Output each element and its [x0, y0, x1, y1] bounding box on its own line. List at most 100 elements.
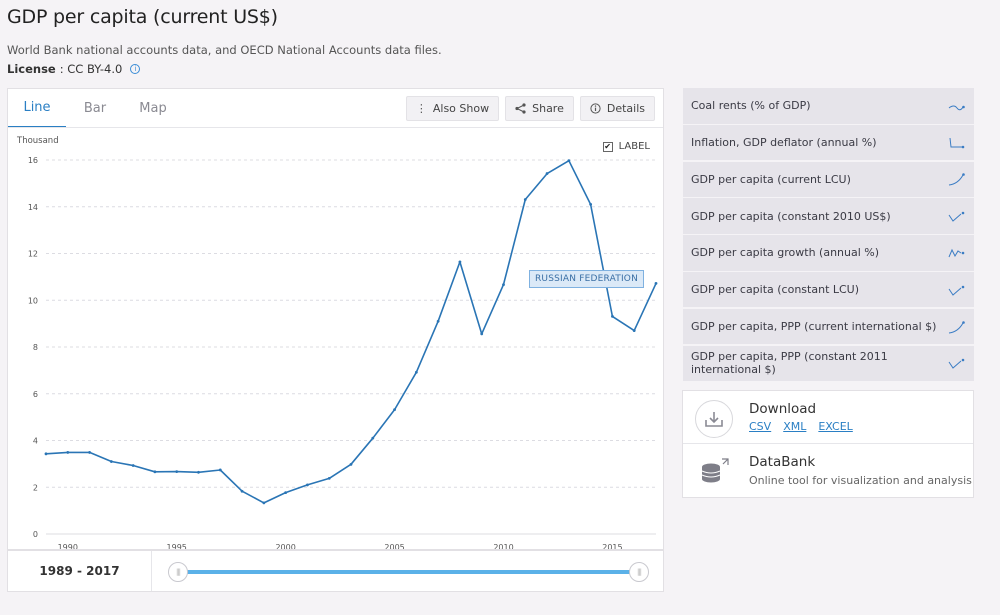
data-point	[153, 470, 157, 474]
y-tick-label: 8	[33, 343, 38, 352]
data-point	[44, 452, 48, 456]
download-excel-link[interactable]: EXCEL	[818, 420, 853, 433]
related-item[interactable]: GDP per capita (constant LCU)	[683, 271, 974, 308]
related-item-label: Inflation, GDP deflator (annual %)	[691, 136, 877, 150]
related-item[interactable]: GDP per capita, PPP (current internation…	[683, 308, 974, 345]
also-show-button[interactable]: ⋮ Also Show	[405, 96, 500, 121]
related-item[interactable]: Inflation, GDP deflator (annual %)	[683, 124, 974, 161]
data-point	[567, 159, 571, 163]
data-point	[88, 451, 91, 454]
data-point	[480, 332, 484, 336]
related-item-label: Coal rents (% of GDP)	[691, 99, 811, 113]
related-item[interactable]: GDP per capita, PPP (constant 2011 inter…	[683, 345, 974, 382]
data-point	[393, 408, 396, 412]
range-end-handle[interactable]: |||	[629, 562, 649, 582]
share-icon	[515, 103, 526, 114]
download-xml-link[interactable]: XML	[783, 420, 807, 433]
database-icon	[695, 453, 733, 491]
related-item[interactable]: GDP per capita (current LCU)	[683, 161, 974, 198]
related-item[interactable]: GDP per capita growth (annual %)	[683, 235, 974, 271]
download-csv-link[interactable]: CSV	[749, 420, 772, 433]
spark-down-icon	[948, 105, 965, 110]
y-tick-label: 4	[33, 437, 38, 446]
chart-toolbar: ⋮ Also Show Share Details	[405, 96, 655, 121]
x-tick-label: 1990	[58, 543, 78, 549]
spark-check-icon	[948, 359, 965, 370]
data-point	[523, 198, 527, 201]
details-label: Details	[606, 102, 645, 115]
related-item-label: GDP per capita, PPP (constant 2011 inter…	[691, 350, 888, 377]
databank-title: DataBank	[749, 454, 816, 470]
related-item-label: GDP per capita (constant LCU)	[691, 283, 860, 297]
related-item-label: GDP per capita, PPP (current internation…	[691, 320, 937, 334]
share-label: Share	[532, 102, 564, 115]
info-circle-icon	[590, 103, 601, 114]
databank-row[interactable]: DataBank Online tool for visualization a…	[683, 444, 973, 497]
data-point	[218, 468, 222, 472]
spark-up-icon	[948, 173, 965, 186]
source-note: World Bank national accounts data, and O…	[7, 43, 442, 57]
y-unit-label: Thousand	[17, 136, 59, 146]
share-button[interactable]: Share	[505, 96, 574, 121]
series-label-tag: RUSSIAN FEDERATION	[529, 270, 644, 288]
label-checkbox[interactable]: ✔	[602, 141, 613, 152]
spark-up-icon	[948, 320, 965, 334]
related-item[interactable]: GDP per capita (constant 2010 US$)	[683, 198, 974, 234]
data-point	[66, 451, 70, 454]
data-point	[197, 470, 200, 474]
range-slider-track[interactable]	[186, 570, 641, 574]
x-tick-label: 1995	[167, 543, 187, 549]
data-point	[458, 260, 462, 264]
x-tick-label: 2015	[602, 543, 622, 549]
related-indicators: Coal rents (% of GDP) Inflation, GDP def…	[683, 88, 974, 382]
range-start-handle[interactable]: |||	[168, 562, 188, 582]
related-item-label: GDP per capita growth (annual %)	[691, 246, 880, 260]
tab-map[interactable]: Map	[139, 101, 167, 116]
data-point	[436, 319, 440, 323]
related-item-label: GDP per capita (current LCU)	[691, 172, 851, 186]
related-item-label: GDP per capita (constant 2010 US$)	[691, 209, 891, 223]
spark-check-icon	[948, 211, 965, 222]
license-label: License	[7, 62, 56, 76]
related-item[interactable]: Coal rents (% of GDP)	[683, 88, 974, 124]
databank-subtitle: Online tool for visualization and analys…	[749, 474, 972, 487]
download-row: Download CSV XML EXCEL	[683, 391, 973, 444]
also-show-label: Also Show	[432, 102, 490, 115]
data-point	[545, 172, 549, 175]
x-tick-label: 2005	[384, 543, 404, 549]
tab-line[interactable]: Line	[8, 89, 66, 128]
tab-bar[interactable]: Bar	[83, 101, 107, 116]
label-toggle-text: LABEL	[618, 141, 650, 152]
data-point	[654, 282, 658, 285]
download-icon	[695, 400, 733, 438]
data-point	[611, 314, 614, 318]
time-range-panel: 1989 - 2017 ||| |||	[7, 550, 664, 592]
license-line: License : CC BY-4.0 i	[7, 62, 141, 76]
info-icon[interactable]: i	[130, 64, 141, 74]
chart-tabs: Line Bar Map	[8, 89, 182, 128]
y-tick-label: 12	[28, 250, 38, 259]
download-panel: Download CSV XML EXCEL DataBank Online t…	[682, 390, 974, 498]
data-point	[131, 464, 135, 467]
data-point	[502, 283, 505, 286]
x-tick-label: 2000	[275, 543, 295, 549]
data-point	[327, 476, 331, 480]
data-point	[349, 462, 353, 466]
spark-drop-icon	[949, 137, 965, 148]
data-point	[414, 370, 418, 374]
data-point	[240, 489, 244, 493]
spark-wave-icon	[948, 248, 965, 258]
data-point	[262, 501, 266, 505]
data-point	[589, 203, 593, 206]
data-point	[109, 460, 113, 463]
x-tick-label: 2010	[493, 543, 513, 549]
details-button[interactable]: Details	[579, 96, 655, 121]
y-tick-label: 2	[33, 483, 38, 492]
download-links: CSV XML EXCEL	[749, 420, 853, 433]
y-tick-label: 16	[28, 156, 38, 165]
tab-divider	[8, 127, 663, 128]
spark-check-icon	[948, 285, 965, 296]
line-chart: 0 2 4 6 8 10 12 14 16 1990 1995 2000 2005 2010 2015	[28, 156, 658, 549]
chart-panel: Line Bar Map ⋮ Also Show Share Details T…	[7, 88, 664, 550]
label-toggle[interactable]: ✔ LABEL	[602, 141, 650, 152]
